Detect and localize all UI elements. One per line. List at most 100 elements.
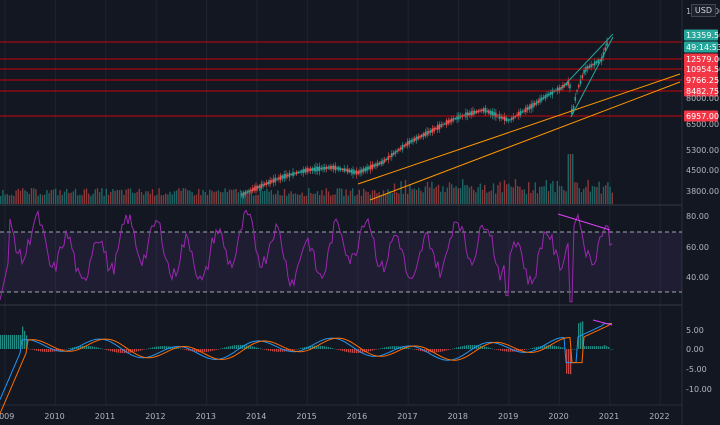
volume-bar	[600, 193, 602, 204]
candle-body	[373, 164, 375, 167]
candle-body	[519, 110, 522, 116]
volume-bar	[70, 192, 72, 204]
candle-body	[532, 103, 534, 108]
candle-body	[295, 171, 298, 175]
candle-body	[422, 133, 425, 137]
macd-histogram-bar	[258, 347, 260, 349]
macd-histogram-bar	[560, 347, 562, 349]
volume-bar	[2, 189, 4, 204]
macd-histogram-bar	[522, 349, 524, 351]
volume-bar	[145, 191, 147, 204]
volume-bar	[396, 192, 398, 204]
volume-bar	[213, 192, 215, 204]
volume-bar	[259, 188, 261, 204]
candle-body	[463, 114, 465, 116]
macd-histogram-bar	[208, 349, 210, 352]
macd-histogram-bar	[500, 349, 502, 351]
macd-histogram-bar	[104, 349, 106, 350]
volume-bar	[468, 187, 470, 204]
horizontal-levels[interactable]	[0, 41, 682, 117]
volume-bar	[283, 189, 286, 204]
macd-histogram-bar	[94, 346, 96, 349]
candle-body	[445, 120, 448, 126]
macd-histogram-bar	[256, 347, 258, 349]
volume-bar	[173, 191, 176, 204]
macd-histogram-bar	[322, 346, 324, 349]
macd-histogram-bar	[48, 349, 50, 353]
candle-body	[426, 131, 428, 136]
macd-tick-label: 5.00	[686, 326, 704, 335]
rsi-divergence-line[interactable]	[557, 213, 611, 231]
macd-histogram-bar	[454, 348, 456, 349]
macd-histogram-bar	[414, 349, 416, 350]
macd-histogram-bar	[78, 346, 80, 349]
macd-histogram-bar	[416, 349, 418, 351]
macd-histogram-bar	[336, 349, 338, 350]
volume-bar	[15, 190, 17, 204]
macd-histogram-bar	[254, 346, 256, 349]
volume-bar	[440, 191, 442, 204]
candle-body	[382, 160, 384, 164]
volume-bar	[420, 190, 422, 204]
macd-histogram-bar	[552, 345, 554, 349]
macd-histogram-bar	[68, 348, 70, 349]
candle-body	[290, 173, 293, 176]
candle-body	[348, 169, 351, 173]
volume-bar	[503, 180, 506, 204]
macd-histogram-bar	[16, 334, 18, 349]
volume-bar	[279, 195, 281, 204]
macd-histogram-bar	[132, 349, 134, 353]
volume-bar	[404, 180, 407, 204]
volume-bar	[354, 195, 356, 204]
macd-histogram-bar	[538, 346, 540, 349]
volume-bar	[193, 195, 195, 204]
trendline-lower[interactable]	[369, 81, 681, 201]
macd-tick-label: 0.00	[686, 345, 704, 354]
channel-line-lower[interactable]	[570, 36, 614, 118]
macd-histogram-bar	[504, 349, 506, 352]
macd-histogram-bar	[98, 347, 100, 349]
macd-histogram-bar	[304, 347, 306, 349]
macd-histogram-bar	[244, 345, 246, 349]
volume-bar	[55, 188, 57, 204]
volume-bar	[409, 184, 411, 204]
candle-body	[521, 111, 524, 113]
macd-histogram-bar	[532, 347, 534, 349]
macd-histogram-bar	[282, 349, 284, 352]
price-axis-tags: 13359.50 49:14:53 12579.0010954.50 9766.25 8…	[684, 29, 720, 122]
volume-bar	[552, 180, 554, 204]
candle-body	[366, 166, 368, 171]
currency-badge[interactable]: USD	[690, 4, 716, 17]
volume-bar	[607, 182, 609, 204]
volume-bar	[534, 182, 536, 204]
candle-body	[258, 185, 261, 188]
candle-body	[479, 110, 481, 112]
macd-divergence-line[interactable]	[592, 319, 613, 326]
candle-body	[357, 171, 360, 174]
volume-bar	[46, 189, 48, 204]
macd-histogram-bar	[396, 346, 398, 349]
level-price-tag-bg	[684, 63, 718, 75]
macd-histogram-bar	[6, 334, 8, 349]
trendline-upper[interactable]	[357, 73, 681, 185]
macd-histogram-bar	[218, 349, 220, 350]
macd-histogram-bar	[588, 346, 590, 349]
macd-histogram-bar	[20, 334, 22, 349]
candle-body	[286, 174, 289, 177]
volume-bar	[448, 182, 451, 204]
macd-histogram-bar	[72, 347, 74, 349]
volume-bar	[378, 192, 380, 204]
candle-body	[308, 168, 310, 171]
macd-histogram-bar	[458, 347, 460, 349]
candle-body	[378, 162, 381, 165]
candle-body	[248, 190, 250, 193]
volume-bar	[39, 194, 41, 204]
volume-bar	[523, 189, 525, 204]
macd-histogram-bar	[46, 349, 48, 353]
channel-line-upper[interactable]	[559, 33, 614, 91]
candle-body	[325, 166, 328, 170]
candle-body	[241, 193, 243, 197]
volume-bar	[290, 191, 292, 204]
volume-bar	[281, 195, 283, 204]
